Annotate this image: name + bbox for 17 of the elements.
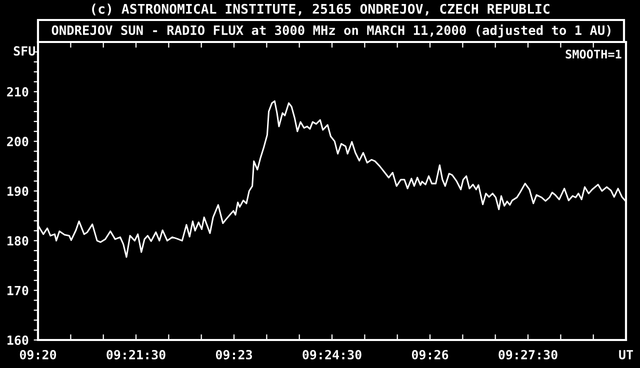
y-tick-label: 200 — [7, 136, 28, 146]
y-tick-label: 170 — [8, 286, 28, 296]
y-tick-label: 190 — [8, 186, 28, 196]
x-tick-label: 09:21:30 — [106, 350, 166, 360]
x-tick-label: 09:23 — [216, 350, 252, 360]
y-tick-label: 210 — [7, 87, 28, 97]
x-tick-label: 09:24:30 — [302, 350, 362, 360]
y-axis-title: SFU — [14, 46, 35, 56]
chart-title: (c) ASTRONOMICAL INSTITUTE, 25165 ONDREJOV, CZECH REPUBLIC — [92, 4, 550, 16]
chart-subtitle: ONDREJOV SUN - RADIO FLUX at 3000 MHz on MARCH 11,2000 (adjusted to 1 AU) — [52, 24, 610, 38]
annotation: SMOOTH=1 — [566, 50, 622, 59]
x-tick-label: 09:27:30 — [498, 350, 558, 360]
x-tick-label: 09:20 — [20, 350, 56, 360]
x-tick-label: 09:26 — [412, 350, 448, 360]
y-tick-label: 160 — [8, 335, 28, 345]
x-tick-label: UT — [619, 350, 633, 360]
y-tick-label: 180 — [8, 236, 28, 246]
